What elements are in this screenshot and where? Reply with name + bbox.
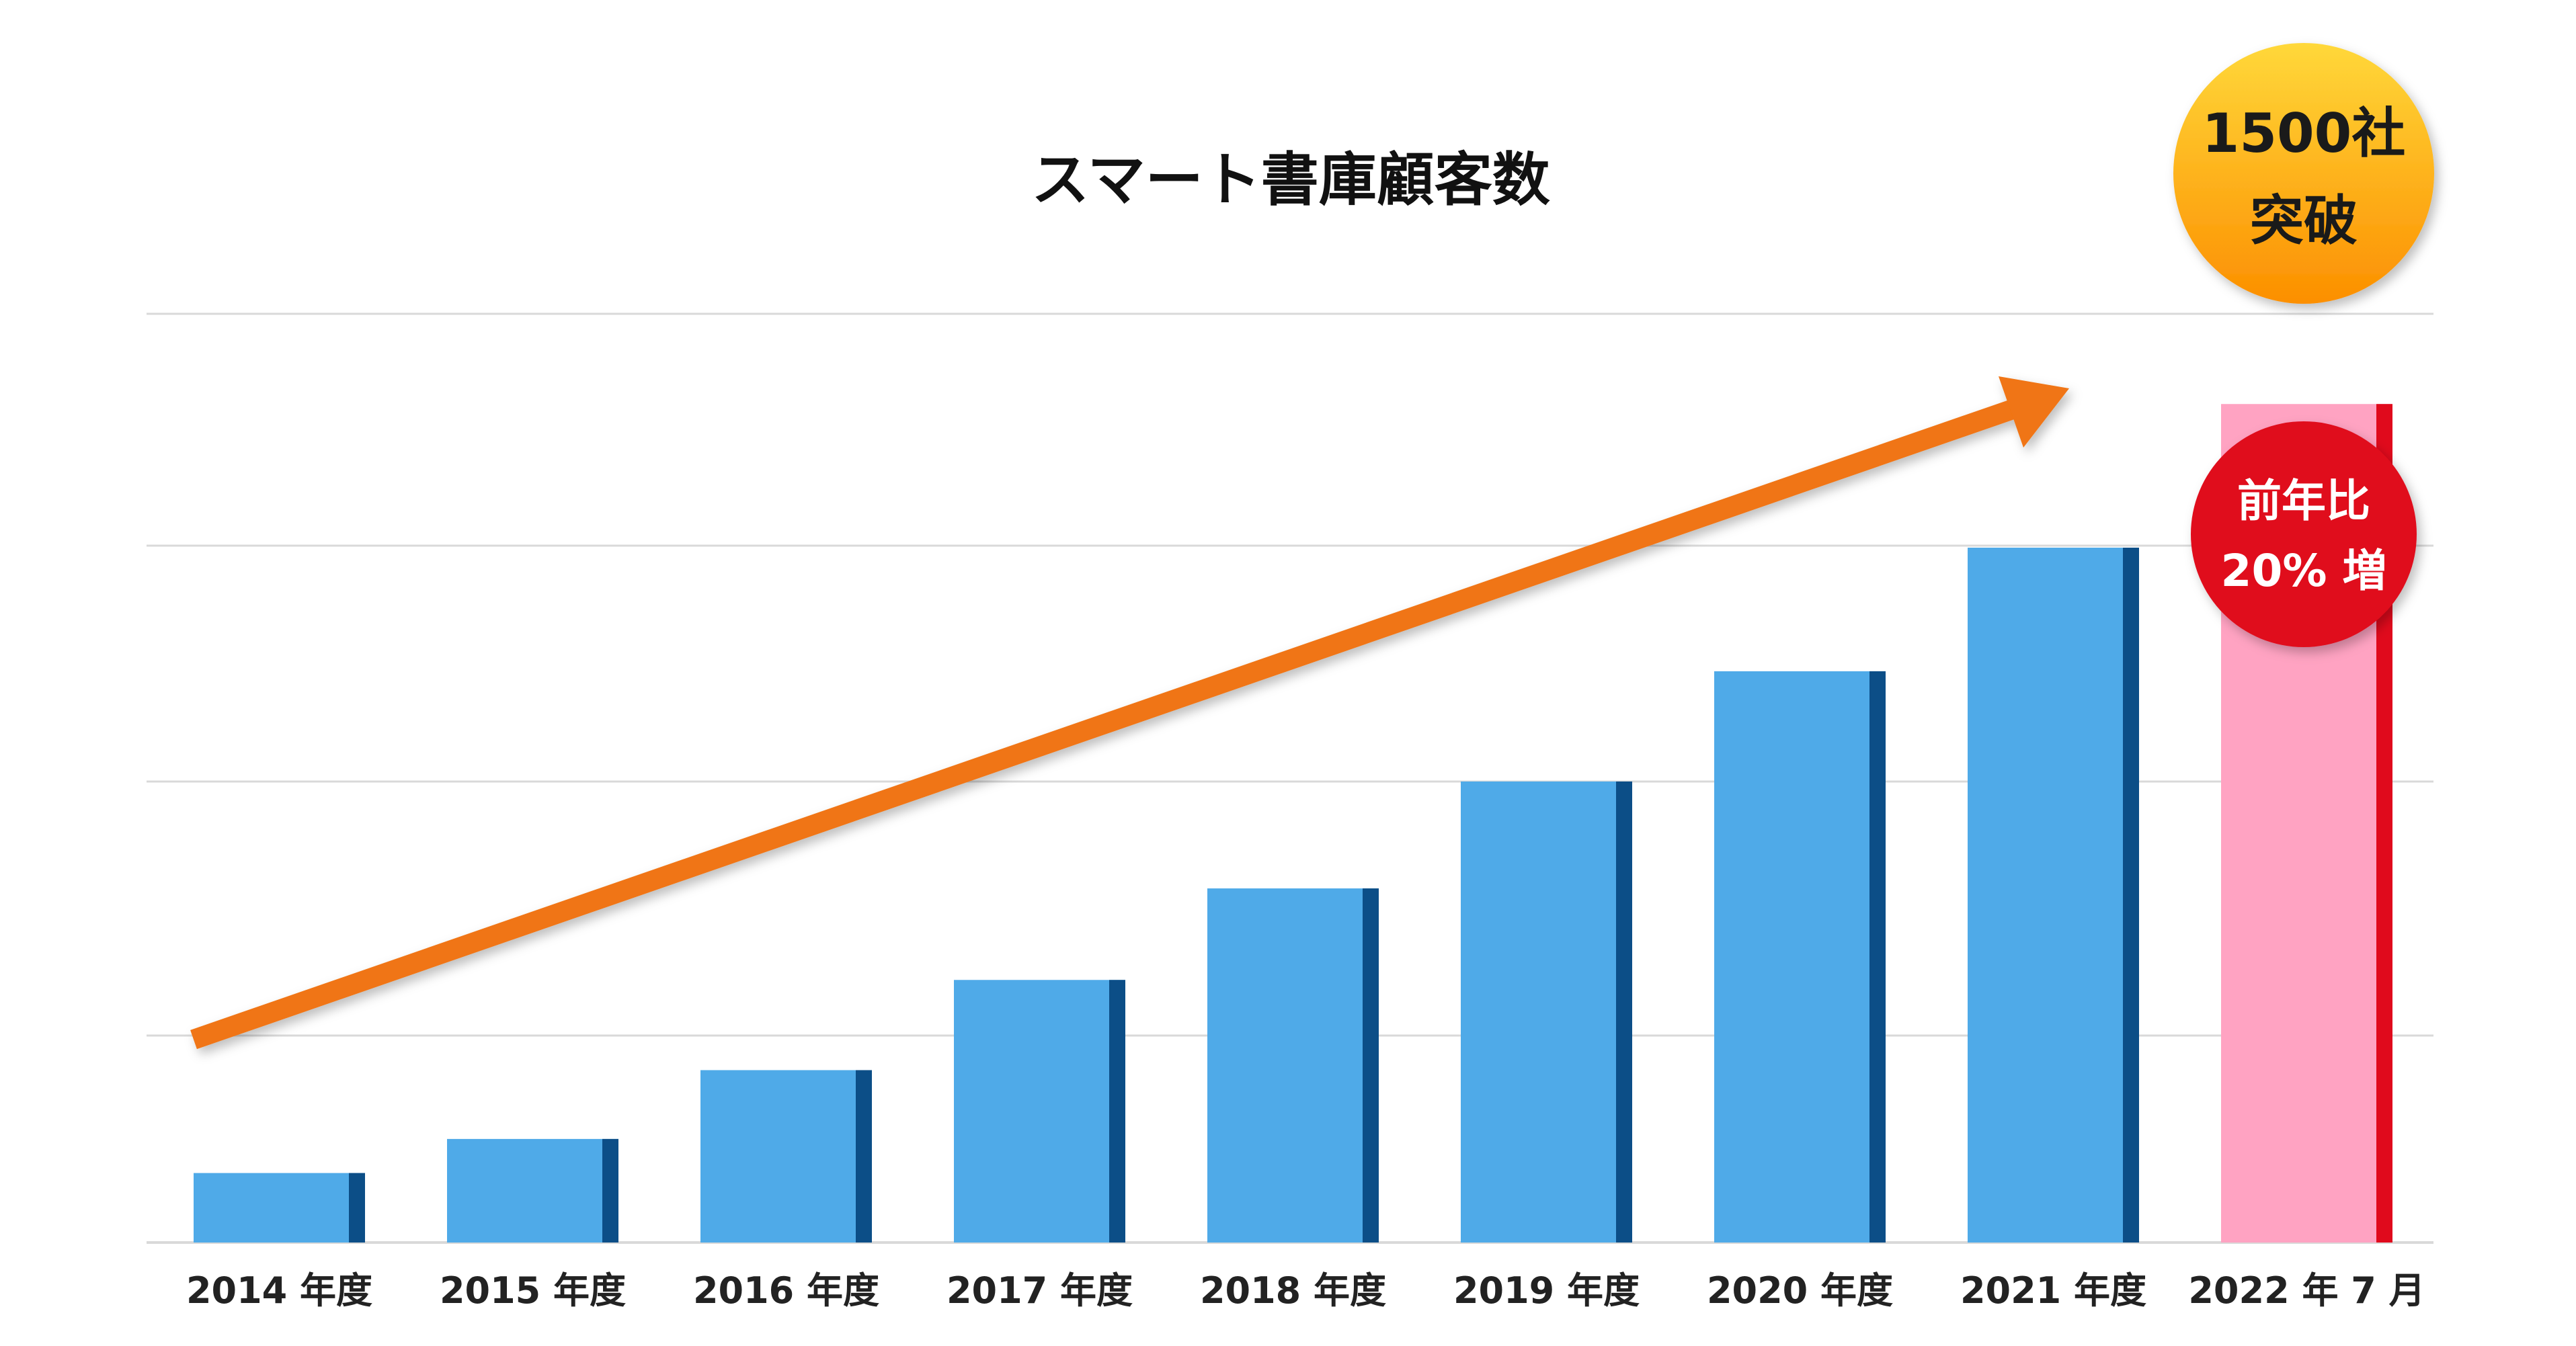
x-tick-label: 2017 年度 bbox=[947, 1269, 1133, 1312]
bar bbox=[447, 1138, 618, 1243]
bar-face bbox=[1207, 888, 1379, 1243]
bar bbox=[1207, 888, 1379, 1243]
badge-circle bbox=[2173, 43, 2434, 304]
chart-title: スマート書庫顧客数 bbox=[1031, 146, 1549, 214]
bar-edge bbox=[1363, 888, 1379, 1243]
bar-edge bbox=[2123, 547, 2139, 1243]
x-tick-label: 2018 年度 bbox=[1200, 1269, 1386, 1312]
bar-edge bbox=[856, 1070, 872, 1243]
callout-circle bbox=[2191, 421, 2417, 647]
trend-arrow bbox=[190, 376, 2069, 1050]
bar-face bbox=[700, 1070, 872, 1243]
bar-face bbox=[1461, 781, 1632, 1243]
callout-line2: 20% 増 bbox=[2221, 545, 2387, 597]
badge-line1: 1500社 bbox=[2202, 102, 2406, 165]
bar bbox=[1714, 671, 1886, 1243]
bar-edge bbox=[1616, 781, 1632, 1243]
bar-face bbox=[194, 1173, 365, 1243]
x-axis-ticks: 2014 年度 2015 年度 2016 年度 2017 年度 2018 年度 2019 … bbox=[186, 1269, 2425, 1312]
x-tick-label: 2016 年度 bbox=[693, 1269, 879, 1312]
bar-edge bbox=[1869, 671, 1886, 1243]
bar-edge bbox=[1109, 980, 1125, 1243]
x-tick-label: 2022 年 7 月 bbox=[2188, 1269, 2425, 1312]
x-tick-label: 2020 年度 bbox=[1707, 1269, 1893, 1312]
bar bbox=[194, 1173, 365, 1243]
badge-line2: 突破 bbox=[2250, 190, 2358, 252]
bar-face bbox=[447, 1138, 618, 1243]
bars bbox=[194, 404, 2392, 1243]
bar bbox=[1968, 547, 2139, 1243]
bar-face bbox=[1714, 671, 1886, 1243]
callout-line1: 前年比 bbox=[2237, 475, 2370, 527]
badge-1500: 1500社 突破 bbox=[2173, 43, 2434, 304]
x-tick-label: 2015 年度 bbox=[440, 1269, 626, 1312]
bar-face bbox=[954, 980, 1125, 1243]
x-tick-label: 2019 年度 bbox=[1453, 1269, 1640, 1312]
bar bbox=[954, 980, 1125, 1243]
x-tick-label: 2021 年度 bbox=[1960, 1269, 2146, 1312]
bar bbox=[700, 1070, 872, 1243]
bar bbox=[1461, 781, 1632, 1243]
x-tick-label: 2014 年度 bbox=[186, 1269, 372, 1312]
trend-arrow-line bbox=[190, 393, 2034, 1050]
trend-arrow-head bbox=[1999, 376, 2069, 448]
bar-edge bbox=[349, 1173, 365, 1243]
bar-face bbox=[1968, 547, 2139, 1243]
bar-edge bbox=[602, 1138, 618, 1243]
growth-callout: 前年比 20% 増 bbox=[2191, 421, 2417, 647]
